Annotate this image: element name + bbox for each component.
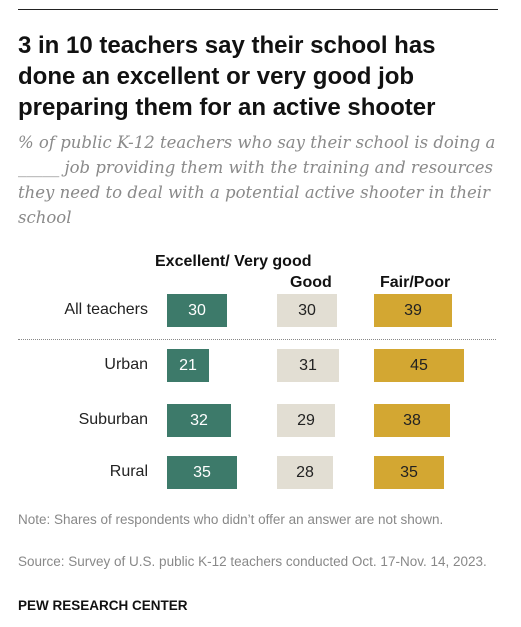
bar-good-all-teachers: 30 bbox=[277, 294, 337, 327]
column-header-excellent: Excellent/ Very good bbox=[155, 253, 312, 270]
bar-excellent-rural: 35 bbox=[167, 456, 237, 489]
column-header-good: Good bbox=[290, 274, 332, 291]
top-rule bbox=[18, 9, 498, 10]
group-divider bbox=[18, 339, 496, 340]
row-label-urban: Urban bbox=[104, 356, 148, 373]
chart-source: Source: Survey of U.S. public K-12 teach… bbox=[18, 554, 487, 569]
row-label-all-teachers: All teachers bbox=[64, 301, 148, 318]
chart-title: 3 in 10 teachers say their school has do… bbox=[18, 32, 436, 121]
bar-value-label: 30 bbox=[188, 301, 206, 319]
bar-fair-poor-suburban: 38 bbox=[374, 404, 450, 437]
bar-value-label: 28 bbox=[296, 463, 314, 481]
row-label-suburban: Suburban bbox=[78, 411, 148, 428]
chart-subtitle: % of public K-12 teachers who say their … bbox=[18, 133, 496, 227]
chart-note: Note: Shares of respondents who didn’t o… bbox=[18, 512, 444, 527]
bar-good-suburban: 29 bbox=[277, 404, 335, 437]
bar-value-label: 32 bbox=[190, 411, 208, 429]
bar-value-label: 45 bbox=[410, 356, 428, 374]
bar-value-label: 35 bbox=[193, 463, 211, 481]
bar-value-label: 35 bbox=[400, 463, 418, 481]
bar-value-label: 29 bbox=[297, 411, 315, 429]
bar-value-label: 21 bbox=[179, 356, 197, 374]
bar-value-label: 30 bbox=[298, 301, 316, 319]
bar-fair-poor-rural: 35 bbox=[374, 456, 444, 489]
bar-value-label: 31 bbox=[299, 356, 317, 374]
bar-excellent-suburban: 32 bbox=[167, 404, 231, 437]
bar-value-label: 39 bbox=[404, 301, 422, 319]
bar-good-rural: 28 bbox=[277, 456, 333, 489]
bar-excellent-urban: 21 bbox=[167, 349, 209, 382]
row-label-rural: Rural bbox=[109, 463, 148, 480]
brand-logo-text: PEW RESEARCH CENTER bbox=[18, 598, 188, 613]
column-header-fair-poor: Fair/Poor bbox=[380, 274, 451, 291]
bar-excellent-all-teachers: 30 bbox=[167, 294, 227, 327]
bar-value-label: 38 bbox=[403, 411, 421, 429]
bar-fair-poor-all-teachers: 39 bbox=[374, 294, 452, 327]
bar-fair-poor-urban: 45 bbox=[374, 349, 464, 382]
bar-good-urban: 31 bbox=[277, 349, 339, 382]
